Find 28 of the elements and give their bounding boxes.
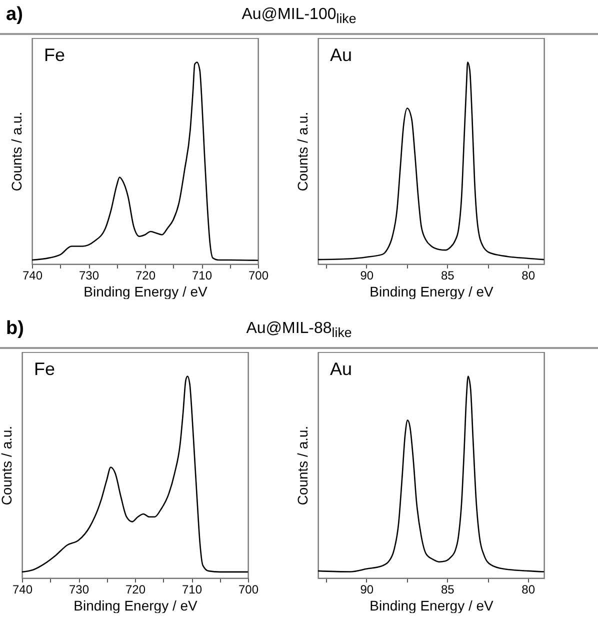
x-tick-label: 730 [68, 582, 90, 596]
x-tick-label: 710 [192, 268, 212, 282]
x-tick-label: 80 [522, 268, 536, 282]
y-axis-title: Counts / a.u. [8, 112, 24, 192]
y-axis-title: Counts / a.u. [294, 426, 310, 506]
x-tick-label: 90 [360, 582, 374, 596]
annotation: Au [330, 45, 352, 65]
x-tick-label: 740 [12, 582, 33, 596]
text: Au@MIL-88$_{like}$ [246, 320, 352, 340]
annotation: Fe [34, 359, 56, 379]
x-tick-label: 80 [522, 582, 536, 596]
y-axis-title: Counts / a.u. [294, 112, 310, 192]
x-tick-label: 700 [248, 268, 269, 282]
text: a) [6, 4, 23, 26]
x-tick-label: 740 [22, 268, 43, 282]
x-tick-label: 85 [440, 268, 455, 282]
x-tick-label: 720 [135, 268, 156, 282]
text: b) [6, 318, 24, 340]
x-tick-label: 720 [125, 582, 146, 596]
x-tick-label: 90 [360, 268, 374, 282]
y-axis-title: Counts / a.u. [0, 426, 14, 506]
annotation: Fe [44, 45, 66, 65]
x-tick-label: 710 [182, 582, 202, 596]
annotation: Au [330, 359, 352, 379]
text: Au@MIL-100$_{like}$ [242, 6, 356, 26]
x-tick-label: 700 [238, 582, 259, 596]
x-tick-label: 85 [440, 582, 455, 596]
x-tick-label: 730 [78, 268, 100, 282]
